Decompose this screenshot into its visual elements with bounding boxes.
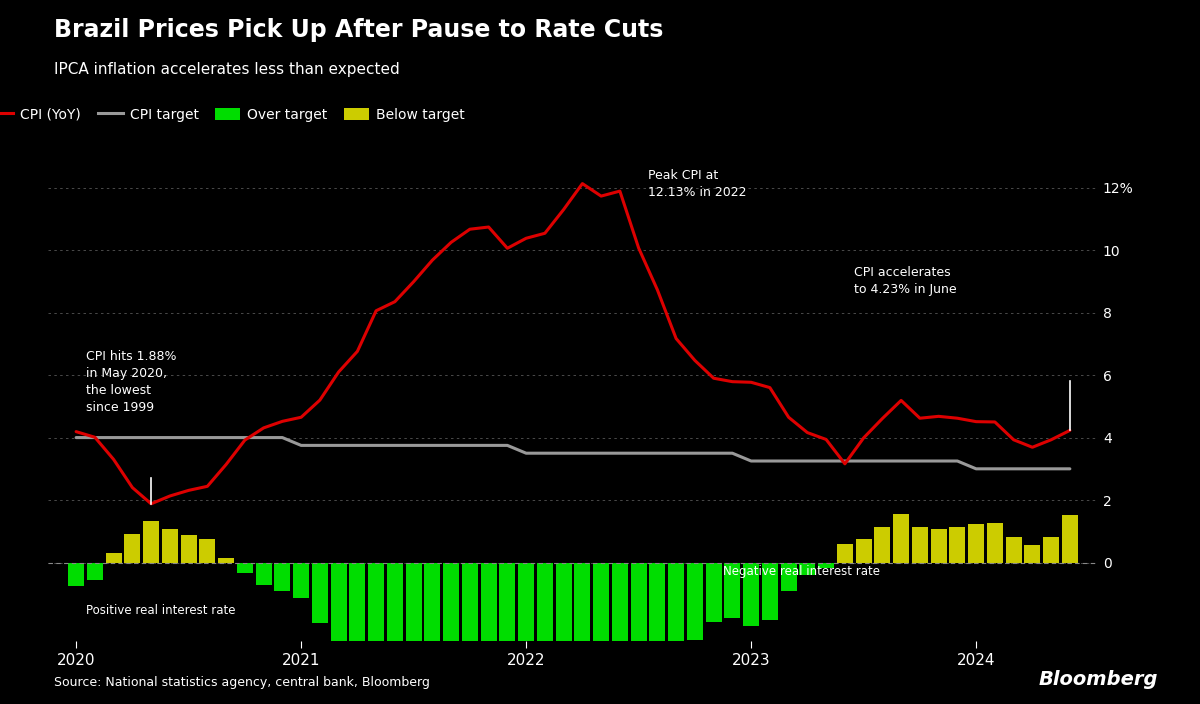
Bar xyxy=(612,562,628,704)
Text: Negative real interest rate: Negative real interest rate xyxy=(722,565,880,578)
Bar xyxy=(893,514,910,562)
Bar xyxy=(986,524,1003,562)
Bar xyxy=(912,527,928,562)
Bar xyxy=(106,553,121,562)
Bar xyxy=(425,562,440,704)
Bar xyxy=(86,562,103,579)
Bar xyxy=(686,562,703,640)
Bar xyxy=(499,562,515,704)
Bar xyxy=(462,562,478,704)
Bar xyxy=(349,562,365,672)
Bar xyxy=(1006,537,1021,562)
Bar xyxy=(162,529,178,562)
Bar xyxy=(668,562,684,662)
Bar xyxy=(949,527,965,562)
Bar xyxy=(856,539,871,562)
Bar xyxy=(68,562,84,586)
Bar xyxy=(836,544,853,562)
Text: Bloomberg: Bloomberg xyxy=(1038,670,1158,689)
Bar xyxy=(143,521,160,562)
Bar xyxy=(406,562,421,704)
Legend: CPI (YoY), CPI target, Over target, Below target: CPI (YoY), CPI target, Over target, Belo… xyxy=(0,102,470,127)
Text: Brazil Prices Pick Up After Pause to Rate Cuts: Brazil Prices Pick Up After Pause to Rat… xyxy=(54,18,664,42)
Bar xyxy=(1025,545,1040,562)
Bar xyxy=(331,562,347,660)
Bar xyxy=(931,529,947,562)
Bar xyxy=(799,562,815,575)
Bar xyxy=(218,558,234,562)
Bar xyxy=(312,562,328,624)
Bar xyxy=(556,562,571,704)
Bar xyxy=(256,562,271,585)
Bar xyxy=(536,562,553,704)
Bar xyxy=(443,562,460,704)
Text: CPI accelerates
to 4.23% in June: CPI accelerates to 4.23% in June xyxy=(854,265,956,296)
Bar xyxy=(1062,515,1078,562)
Bar xyxy=(968,524,984,562)
Bar xyxy=(781,562,797,591)
Bar xyxy=(631,562,647,704)
Bar xyxy=(649,562,665,704)
Bar xyxy=(125,534,140,562)
Bar xyxy=(368,562,384,704)
Text: CPI hits 1.88%
in May 2020,
the lowest
since 1999: CPI hits 1.88% in May 2020, the lowest s… xyxy=(85,350,176,414)
Bar xyxy=(818,562,834,568)
Bar xyxy=(875,527,890,562)
Bar xyxy=(762,562,778,620)
Bar xyxy=(181,535,197,562)
Bar xyxy=(481,562,497,704)
Bar xyxy=(199,539,215,562)
Bar xyxy=(725,562,740,618)
Bar xyxy=(593,562,610,704)
Bar xyxy=(706,562,721,622)
Bar xyxy=(386,562,403,704)
Text: Positive real interest rate: Positive real interest rate xyxy=(85,605,235,617)
Bar xyxy=(293,562,310,598)
Text: Source: National statistics agency, central bank, Bloomberg: Source: National statistics agency, cent… xyxy=(54,676,430,689)
Bar xyxy=(518,562,534,704)
Bar xyxy=(743,562,760,626)
Text: Peak CPI at
12.13% in 2022: Peak CPI at 12.13% in 2022 xyxy=(648,169,746,199)
Bar xyxy=(275,562,290,591)
Text: IPCA inflation accelerates less than expected: IPCA inflation accelerates less than exp… xyxy=(54,62,400,77)
Bar xyxy=(575,562,590,704)
Bar xyxy=(236,562,253,572)
Bar xyxy=(1043,537,1060,562)
